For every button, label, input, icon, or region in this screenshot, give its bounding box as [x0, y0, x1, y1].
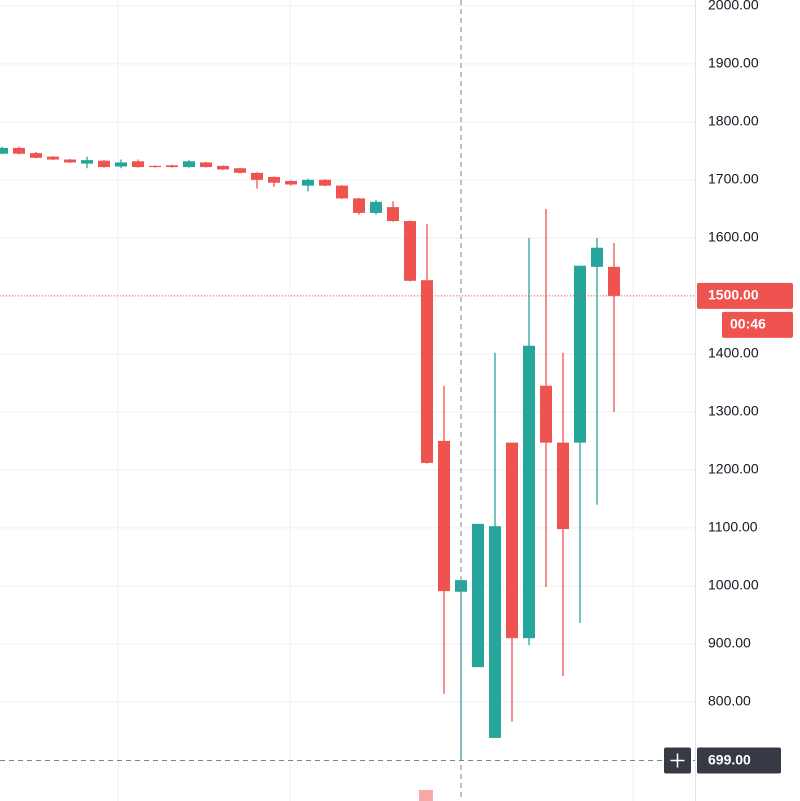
- candle-body: [489, 526, 501, 738]
- candle-body: [30, 153, 42, 158]
- crosshair-tag: [697, 747, 781, 774]
- candle-body: [472, 523, 484, 668]
- candle-body: [353, 198, 365, 213]
- y-tick-label: 1100.00: [708, 519, 758, 535]
- candle-body: [64, 159, 76, 163]
- y-tick-label: 900.00: [708, 635, 751, 651]
- candle-body: [370, 201, 382, 213]
- candle-body: [166, 165, 178, 168]
- candle-body: [13, 147, 25, 154]
- candle-body: [81, 160, 93, 164]
- candle-body: [574, 265, 586, 443]
- candle-body: [217, 165, 229, 170]
- candle-body: [115, 162, 127, 167]
- candle-body: [98, 160, 110, 168]
- last-price-label: 1500.00: [708, 287, 759, 303]
- candle-body: [0, 147, 8, 154]
- candle-body: [336, 185, 348, 199]
- candle-body: [608, 266, 620, 296]
- candle-body: [591, 247, 603, 267]
- y-tick-label: 2000.00: [708, 0, 759, 13]
- volume-marker: [419, 790, 433, 801]
- crosshair-label: 699.00: [708, 751, 751, 767]
- candle-body: [540, 385, 552, 443]
- candle-body: [438, 440, 450, 592]
- candle-body: [302, 179, 314, 186]
- candle-body: [523, 345, 535, 639]
- candle-body: [251, 172, 263, 180]
- candle-body: [506, 442, 518, 639]
- y-tick-label: 1700.00: [708, 171, 759, 187]
- candle-body: [200, 162, 212, 168]
- countdown-label: 00:46: [730, 316, 766, 332]
- y-tick-label: 1800.00: [708, 113, 759, 129]
- candle-body: [183, 161, 195, 168]
- y-tick-label: 1000.00: [708, 577, 759, 593]
- y-tick-label: 1300.00: [708, 403, 759, 419]
- candle-body: [268, 176, 280, 183]
- candle-body: [404, 221, 416, 281]
- candle-body: [285, 181, 297, 185]
- candle-body: [234, 168, 246, 173]
- candle-body: [132, 161, 144, 168]
- countdown-tag: [722, 311, 793, 338]
- y-tick-label: 1400.00: [708, 345, 759, 361]
- candle-body: [557, 442, 569, 530]
- candle-body: [387, 207, 399, 222]
- candle-body: [319, 179, 331, 186]
- y-tick-label: 1600.00: [708, 229, 759, 245]
- y-tick-label: 1200.00: [708, 461, 759, 477]
- y-tick-label: 800.00: [708, 693, 751, 709]
- candle-body: [421, 280, 433, 463]
- y-tick-label: 1900.00: [708, 55, 759, 71]
- candle-body: [149, 165, 161, 168]
- last-price-tag: [697, 282, 793, 309]
- plus-icon: [670, 753, 685, 768]
- candle-body: [47, 156, 59, 160]
